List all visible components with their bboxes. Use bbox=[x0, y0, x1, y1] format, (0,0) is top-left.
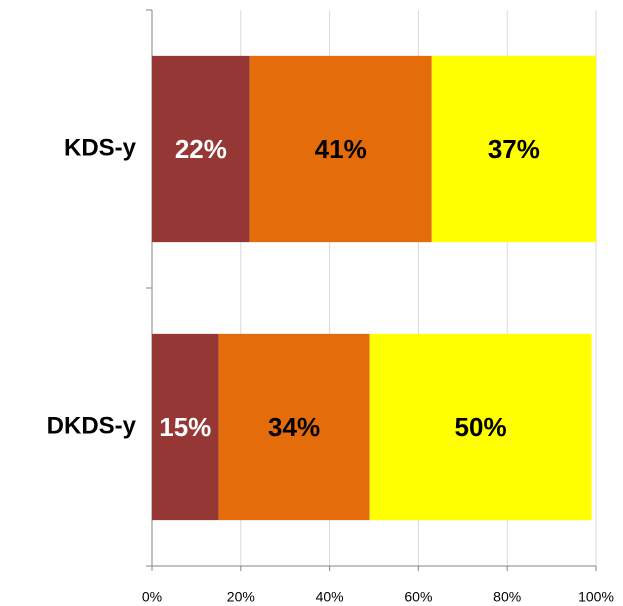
x-tick-label: 20% bbox=[227, 589, 255, 605]
x-tick-label: 40% bbox=[316, 589, 344, 605]
data-label: 15% bbox=[159, 412, 211, 442]
category-label: KDS-y bbox=[64, 134, 137, 161]
bar-segment bbox=[369, 333, 592, 521]
category-label: DKDS-y bbox=[47, 412, 137, 439]
x-tick-label: 60% bbox=[404, 589, 432, 605]
data-label: 50% bbox=[455, 412, 507, 442]
data-label: 37% bbox=[488, 134, 540, 164]
bar-segment bbox=[152, 55, 250, 243]
x-tick-label: 0% bbox=[142, 589, 162, 605]
data-label: 34% bbox=[268, 412, 320, 442]
bar-segment bbox=[249, 55, 432, 243]
data-label: 22% bbox=[175, 134, 227, 164]
bar-segment bbox=[152, 333, 219, 521]
data-label: 41% bbox=[315, 134, 367, 164]
x-tick-label: 80% bbox=[493, 589, 521, 605]
bar-segment bbox=[431, 55, 596, 243]
x-tick-label: 100% bbox=[578, 589, 614, 605]
bar-segment bbox=[218, 333, 370, 521]
